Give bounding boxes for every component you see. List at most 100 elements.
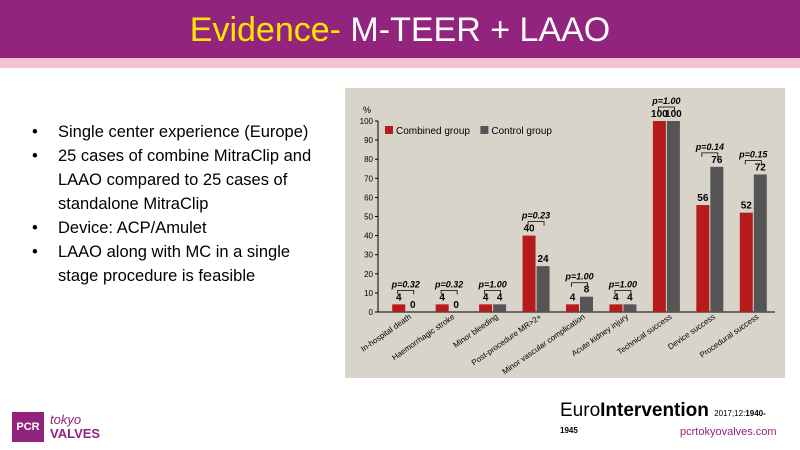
- journal-pages-a: 1940-: [745, 409, 766, 418]
- p-value-label: p=0.32: [434, 279, 463, 289]
- x-tick-label: Post-procedure MR>2+: [470, 312, 544, 367]
- bar: [522, 235, 536, 312]
- p-value-label: p=0.23: [521, 211, 550, 221]
- bullet-list: • Single center experience (Europe) • 25 c…: [32, 120, 332, 288]
- bar-value-label: 8: [584, 285, 590, 296]
- bullet-dot: •: [32, 123, 38, 141]
- pcr-logo-mark: PCR: [12, 412, 44, 442]
- slide-title: Evidence- M-TEER + LAAO: [0, 8, 800, 52]
- p-value-label: p=1.00: [608, 279, 637, 289]
- title-underline-band: [0, 58, 800, 68]
- bar-value-label: 4: [613, 292, 619, 303]
- legend-label: Control group: [491, 126, 552, 137]
- bar-value-label: 4: [396, 292, 402, 303]
- bar-value-label: 0: [410, 300, 416, 311]
- y-tick-label: 30: [364, 251, 373, 260]
- p-value-label: p=1.00: [564, 272, 593, 282]
- y-tick-label: 20: [364, 270, 373, 279]
- y-tick-label: 100: [360, 117, 374, 126]
- journal-citation: 2017;12:: [714, 409, 746, 418]
- bar: [652, 121, 666, 312]
- y-tick-label: 70: [364, 174, 373, 183]
- bullet-dot: •: [32, 243, 38, 261]
- bullet-dot: •: [32, 219, 38, 237]
- bar: [493, 304, 507, 312]
- bar: [753, 174, 767, 312]
- bullet-text: Device: ACP/Amulet: [58, 219, 207, 237]
- bar-value-label: 40: [523, 224, 535, 235]
- logo-valves-text: VALVES: [50, 426, 101, 441]
- bar-value-label: 4: [570, 292, 576, 303]
- journal-reference: EuroIntervention 2017;12:1940-: [560, 400, 800, 422]
- bar-value-label: 4: [483, 292, 489, 303]
- p-value-bracket: [701, 152, 719, 157]
- bar-value-label: 4: [497, 292, 503, 303]
- y-tick-label: 60: [364, 193, 373, 202]
- bar-value-label: 4: [439, 292, 445, 303]
- bar: [536, 266, 550, 312]
- bullet-text: LAAO along with MC in a single stage pro…: [58, 243, 291, 285]
- bullet-text: 25 cases of combine MitraClip and LAAO c…: [58, 147, 312, 213]
- p-value-label: p=1.00: [477, 279, 506, 289]
- bar: [623, 304, 637, 312]
- bullet-item: • Single center experience (Europe): [32, 120, 332, 144]
- slide-title-main: M-TEER + LAAO: [340, 11, 611, 49]
- bar: [710, 166, 724, 312]
- bar-value-label: 24: [537, 254, 549, 265]
- p-value-label: p=0.14: [695, 142, 724, 152]
- bar: [666, 121, 680, 312]
- bar-value-label: 100: [665, 109, 682, 120]
- bar-value-label: 0: [453, 300, 459, 311]
- legend-swatch: [480, 126, 489, 134]
- y-tick-label: 50: [364, 213, 373, 222]
- p-value-bracket: [614, 289, 632, 295]
- bar-value-label: 56: [697, 193, 709, 204]
- bar: [479, 304, 493, 312]
- p-value-bracket: [744, 160, 762, 165]
- p-value-label: p=0.15: [738, 149, 768, 159]
- p-value-bracket: [527, 221, 545, 226]
- bar: [696, 205, 710, 312]
- bar: [566, 304, 579, 312]
- p-value-label: p=1.00: [651, 96, 680, 106]
- y-tick-label: 0: [369, 308, 374, 317]
- slide-title-accent: Evidence-: [189, 11, 341, 49]
- bar-value-label: 100: [651, 109, 668, 120]
- y-tick-label: 80: [364, 155, 373, 164]
- journal-name-bold: Intervention: [600, 400, 709, 421]
- bar: [580, 296, 593, 312]
- legend-label: Combined group: [396, 126, 470, 137]
- bar-value-label: 76: [711, 155, 723, 166]
- bullet-item: • LAAO along with MC in a single stage pr…: [32, 240, 332, 288]
- bar-value-label: 72: [755, 162, 767, 173]
- y-axis-unit-label: %: [363, 105, 371, 115]
- p-value-bracket: [440, 289, 458, 295]
- title-bar: [0, 0, 800, 58]
- bar: [739, 212, 753, 312]
- bullet-item: • 25 cases of combine MitraClip and LAAO …: [32, 144, 332, 216]
- bar-value-label: 52: [741, 201, 753, 212]
- p-value-bracket: [571, 282, 588, 287]
- bar: [609, 304, 623, 312]
- bullet-dot: •: [32, 147, 38, 165]
- bullet-item: • Device: ACP/Amulet: [32, 216, 332, 240]
- p-value-bracket: [484, 289, 502, 295]
- bar-value-label: 4: [627, 292, 633, 303]
- bar: [392, 304, 406, 312]
- p-value-bracket: [657, 106, 675, 111]
- x-tick-label: Minor vascular complication: [501, 312, 587, 376]
- website-link[interactable]: pcrtokyovalves.com: [680, 426, 777, 438]
- journal-pages-b: 1945: [560, 426, 578, 435]
- y-tick-label: 10: [364, 289, 373, 298]
- journal-name-light: Euro: [560, 400, 601, 421]
- p-value-bracket: [397, 289, 415, 295]
- logo-tokyo-text: tokyo: [50, 412, 82, 427]
- pcr-tokyo-valves-logo: PCR tokyo VALVES: [12, 412, 132, 442]
- bar: [435, 304, 449, 312]
- y-tick-label: 90: [364, 136, 373, 145]
- y-tick-label: 40: [364, 232, 373, 241]
- legend-swatch: [385, 126, 393, 134]
- p-value-label: p=0.32: [391, 279, 420, 289]
- bullet-text: Single center experience (Europe): [58, 123, 309, 141]
